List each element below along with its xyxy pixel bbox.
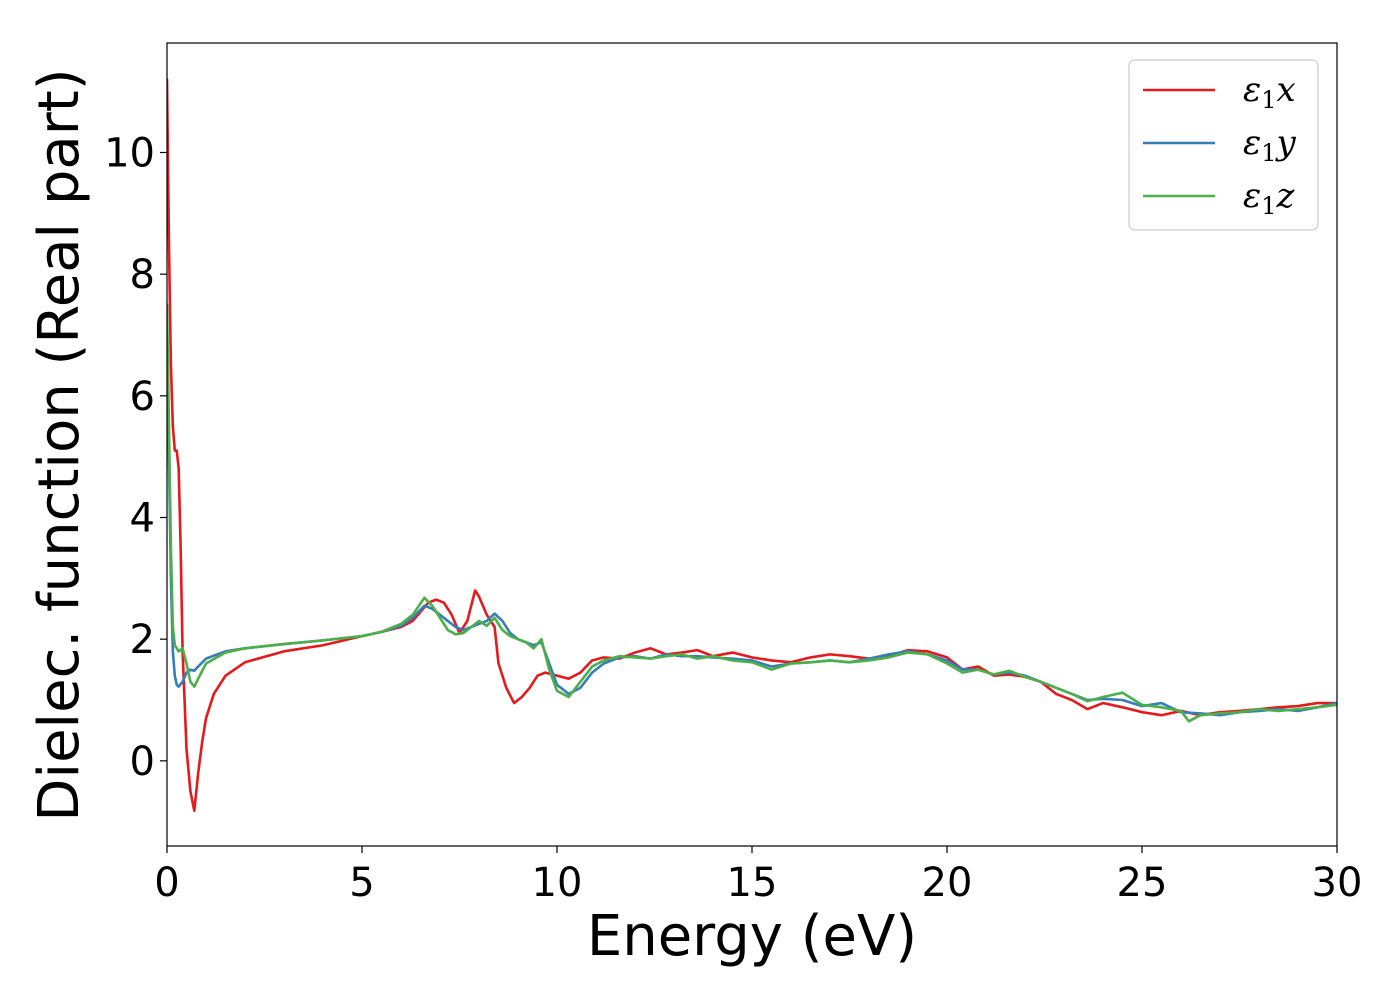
- y-tick-label: 4: [130, 496, 155, 542]
- series-layer: [167, 78, 1337, 813]
- y-tick-label: 0: [130, 739, 155, 785]
- legend: ε1x ε1y ε1z: [1128, 59, 1319, 231]
- x-tick-label: 10: [532, 860, 583, 906]
- y-axis-title: Dielec. function (Real part): [27, 68, 92, 821]
- y-tick-label: 2: [130, 617, 155, 663]
- legend-label-2: ε1z: [1243, 176, 1296, 220]
- x-tick-label: 5: [349, 860, 374, 906]
- x-tick-label: 20: [922, 860, 973, 906]
- x-tick-label: 30: [1312, 860, 1363, 906]
- legend-label-0: ε1x: [1243, 70, 1296, 114]
- x-tick-label: 0: [154, 860, 179, 906]
- y-tick-label: 8: [130, 252, 155, 298]
- x-axis-ticks: 0 5 10 15 20 25 30: [154, 846, 1362, 906]
- y-tick-label: 6: [130, 374, 155, 420]
- y-tick-label: 10: [104, 131, 155, 177]
- legend-label-1: ε1y: [1243, 123, 1297, 167]
- x-tick-label: 25: [1117, 860, 1168, 906]
- x-tick-label: 15: [727, 860, 778, 906]
- y-axis-ticks: 0 2 4 6 8 10: [104, 131, 167, 785]
- series-line-2: [167, 303, 1337, 723]
- x-axis-title: Energy (eV): [587, 904, 917, 969]
- legend-box: [1128, 59, 1319, 231]
- series-line-0: [167, 78, 1337, 813]
